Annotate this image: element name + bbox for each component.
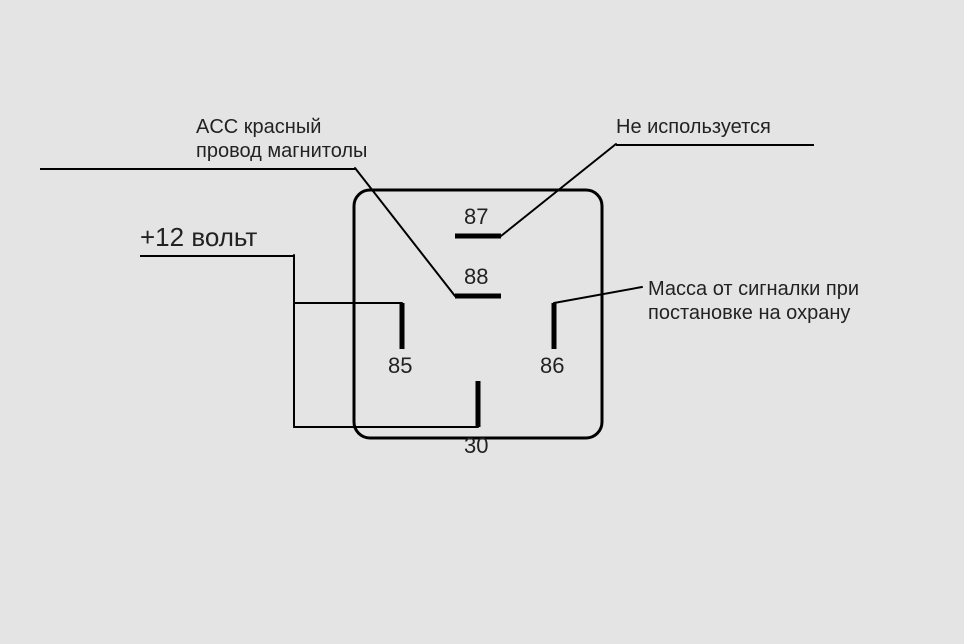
underline-12v <box>140 255 294 257</box>
pin-label-85: 85 <box>388 353 412 379</box>
label-acc: ACC красный провод магнитолы <box>196 115 367 163</box>
label-not-used: Не используется <box>616 115 771 139</box>
underline-not-used <box>616 144 814 146</box>
underline-acc <box>40 168 355 170</box>
label-12v: +12 вольт <box>140 222 257 253</box>
pin-label-86: 86 <box>540 353 564 379</box>
pin-label-88: 88 <box>464 264 488 290</box>
pin-label-87: 87 <box>464 204 488 230</box>
pin-label-30: 30 <box>464 433 488 459</box>
label-mass: Масса от сигналки при постановке на охра… <box>648 277 859 325</box>
diagram-canvas: ACC красный провод магнитолы Не использу… <box>0 0 964 644</box>
